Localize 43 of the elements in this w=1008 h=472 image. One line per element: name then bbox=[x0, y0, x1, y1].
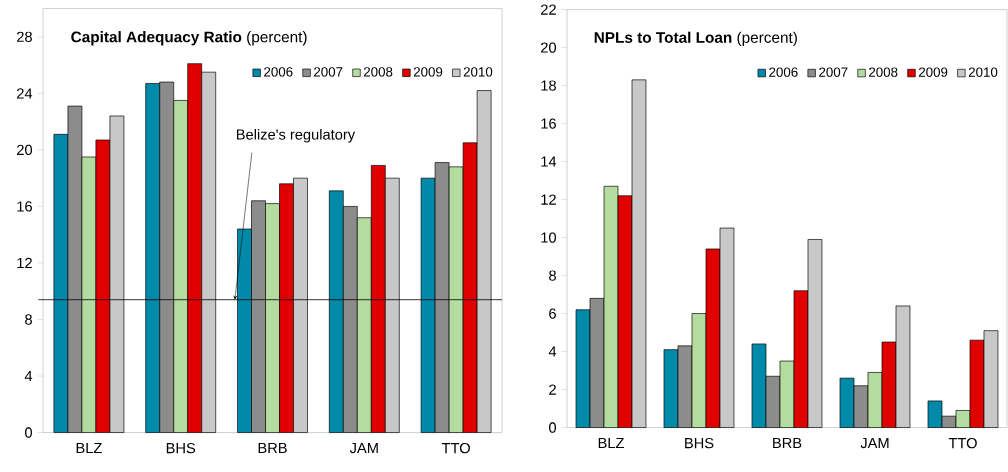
x-tick-label: BLZ bbox=[598, 438, 624, 449]
legend-label: 2009 bbox=[413, 67, 443, 77]
legend-label: 2007 bbox=[819, 67, 848, 78]
y-tick-label: 18 bbox=[541, 80, 556, 91]
legend-label: 2006 bbox=[264, 67, 293, 77]
x-tick-label: JAM bbox=[860, 438, 889, 449]
x-tick-label: JAM bbox=[349, 443, 378, 454]
text: Capital Adequacy Ratio (percent) bbox=[71, 31, 307, 46]
legend-label: 2006 bbox=[769, 67, 798, 78]
x-tick-label: BRB bbox=[258, 443, 287, 454]
x-tick-label: BHS bbox=[166, 443, 196, 454]
x-tick-label: TTO bbox=[441, 443, 470, 454]
legend-label: 2009 bbox=[918, 67, 948, 78]
legend-label: 2008 bbox=[869, 67, 898, 78]
text: NPLs to Total Loan (percent) bbox=[594, 31, 797, 47]
y-tick-label: 8 bbox=[25, 314, 32, 325]
legend-label: 2008 bbox=[363, 67, 393, 77]
y-tick-label: 24 bbox=[17, 88, 33, 99]
x-tick-label: BLZ bbox=[76, 443, 102, 454]
y-tick-label: 6 bbox=[549, 308, 556, 319]
y-tick-label: 10 bbox=[541, 232, 557, 243]
legend-label: 2010 bbox=[968, 67, 998, 78]
ref-line-label: Belize's regulatory bbox=[236, 129, 356, 143]
y-tick-label: 12 bbox=[541, 194, 556, 205]
x-tick-label: TTO bbox=[948, 438, 977, 449]
y-tick-label: 2 bbox=[549, 384, 556, 395]
y-tick-label: 4 bbox=[548, 346, 557, 357]
legend-label: 2007 bbox=[314, 67, 343, 77]
y-tick-label: 22 bbox=[541, 4, 556, 15]
y-tick-label: 16 bbox=[17, 201, 32, 212]
y-tick-label: 0 bbox=[549, 422, 557, 433]
legend-label: 2010 bbox=[463, 67, 493, 77]
y-tick-label: 8 bbox=[549, 270, 556, 281]
y-tick-label: 4 bbox=[24, 371, 33, 382]
x-tick-label: BHS bbox=[685, 438, 714, 449]
y-tick-label: 14 bbox=[541, 156, 557, 167]
y-tick-label: 12 bbox=[17, 258, 32, 269]
y-tick-label: 20 bbox=[541, 42, 557, 53]
y-tick-label: 28 bbox=[17, 31, 32, 43]
y-tick-label: 20 bbox=[17, 144, 33, 156]
x-tick-label: BRB bbox=[773, 438, 802, 449]
y-tick-label: 0 bbox=[25, 427, 33, 438]
y-tick-label: 16 bbox=[541, 118, 556, 129]
